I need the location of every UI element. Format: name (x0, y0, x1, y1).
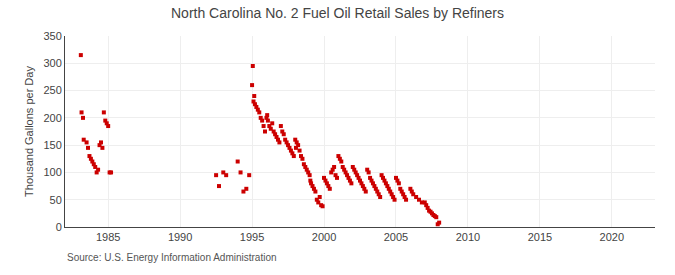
svg-text:Thousand Gallons per Day: Thousand Gallons per Day (23, 66, 35, 197)
svg-text:350: 350 (43, 30, 61, 42)
svg-text:2000: 2000 (312, 231, 336, 243)
svg-text:50: 50 (50, 194, 62, 206)
svg-text:100: 100 (43, 166, 61, 178)
svg-text:2005: 2005 (384, 231, 408, 243)
svg-text:0: 0 (56, 221, 62, 233)
svg-text:North Carolina No. 2 Fuel Oil: North Carolina No. 2 Fuel Oil Retail Sal… (171, 5, 504, 21)
svg-text:1985: 1985 (96, 231, 120, 243)
svg-text:2015: 2015 (528, 231, 552, 243)
svg-text:300: 300 (43, 57, 61, 69)
svg-text:1995: 1995 (240, 231, 264, 243)
svg-text:200: 200 (43, 112, 61, 124)
svg-text:150: 150 (43, 139, 61, 151)
svg-text:2020: 2020 (600, 231, 624, 243)
svg-text:Source: U.S. Energy Informatio: Source: U.S. Energy Information Administ… (67, 252, 277, 263)
svg-text:2010: 2010 (456, 231, 480, 243)
svg-text:250: 250 (43, 84, 61, 96)
svg-text:1990: 1990 (168, 231, 192, 243)
